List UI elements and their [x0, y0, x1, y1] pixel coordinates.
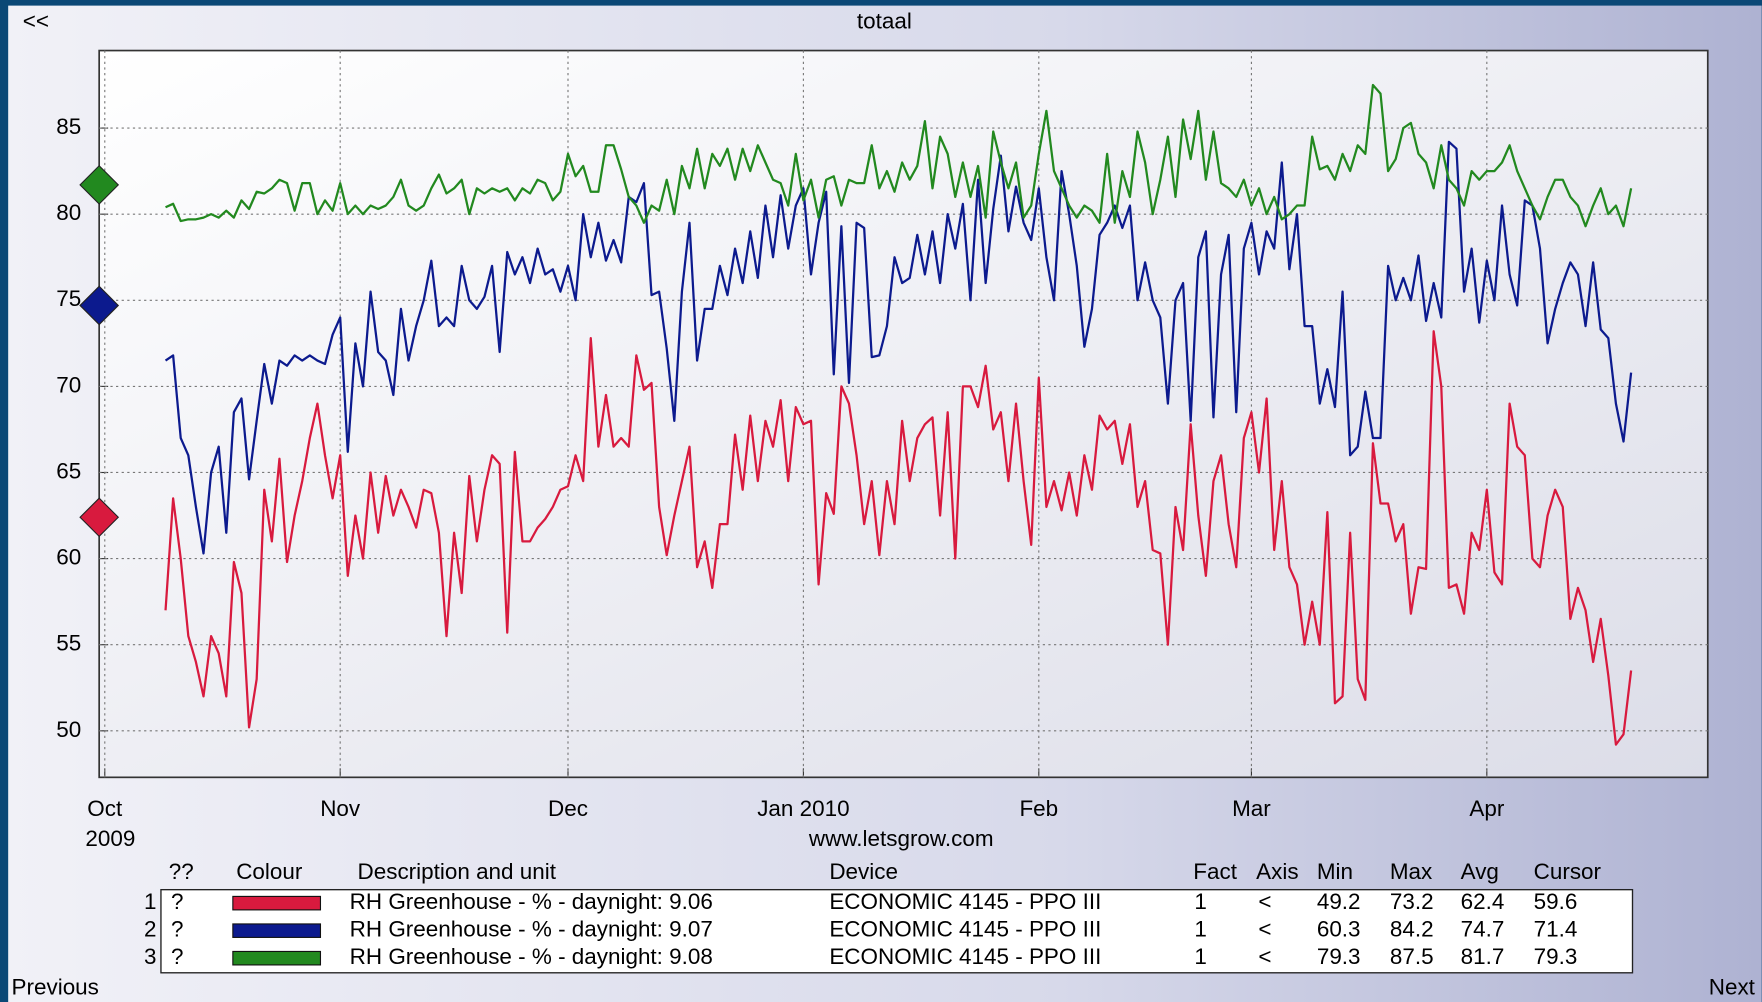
back-button[interactable]: << [23, 8, 49, 33]
fact: 1 [1194, 889, 1206, 914]
stat-min: 79.3 [1317, 944, 1361, 969]
stat-avg: 74.7 [1461, 917, 1505, 942]
legend-header: Colour [236, 859, 303, 884]
stat-min: 49.2 [1317, 889, 1361, 914]
colour-swatch [232, 895, 322, 911]
legend-box [160, 888, 1634, 974]
y-tick-label: 75 [56, 286, 81, 311]
x-tick-label: Feb [1019, 796, 1058, 821]
legend-header: Device [829, 859, 898, 884]
legend-header: ?? [169, 859, 194, 884]
series-line [165, 83, 1633, 228]
series-description: RH Greenhouse - % - daynight: 9.08 [350, 944, 713, 969]
x-tick-label: Oct [87, 796, 123, 821]
x-tick-label: Apr [1469, 796, 1504, 821]
x-tick-label: Dec [548, 796, 588, 821]
stat-cursor: 59.6 [1534, 889, 1578, 914]
y-tick-label: 55 [56, 631, 81, 656]
x-tick-label: Nov [320, 796, 361, 821]
x-tick-label: Mar [1232, 796, 1271, 821]
y-tick-label: 50 [56, 717, 81, 742]
stat-max: 87.5 [1390, 944, 1434, 969]
device: ECONOMIC 4145 - PPO III [829, 944, 1101, 969]
device: ECONOMIC 4145 - PPO III [829, 917, 1101, 942]
stat-avg: 81.7 [1461, 944, 1505, 969]
stat-cursor: 71.4 [1534, 917, 1578, 942]
device: ECONOMIC 4145 - PPO III [829, 889, 1101, 914]
row-index: 2 [144, 917, 157, 942]
axis: < [1258, 944, 1271, 969]
series-line [164, 140, 1633, 555]
previous-button[interactable]: Previous [12, 974, 99, 999]
row-index: 1 [144, 889, 157, 914]
x-year-label: 2009 [85, 826, 135, 851]
y-tick-label: 60 [56, 545, 81, 570]
colour-swatch [232, 923, 322, 938]
y-tick-label: 80 [56, 200, 81, 225]
next-button[interactable]: Next [1709, 974, 1756, 999]
stat-min: 60.3 [1317, 917, 1361, 942]
series-description: RH Greenhouse - % - daynight: 9.07 [350, 917, 713, 942]
legend-header: Axis [1256, 859, 1298, 884]
row-flag[interactable]: ? [171, 917, 184, 942]
footer-url: www.letsgrow.com [808, 826, 994, 851]
legend-header: Max [1390, 859, 1432, 884]
stat-max: 73.2 [1390, 889, 1434, 914]
avg-marker [79, 497, 120, 538]
fact: 1 [1194, 917, 1206, 942]
legend-header: Description and unit [358, 859, 557, 884]
stat-avg: 62.4 [1461, 889, 1505, 914]
avg-marker [79, 285, 120, 326]
x-tick-label: Jan 2010 [757, 796, 849, 821]
stat-cursor: 79.3 [1534, 944, 1578, 969]
legend-header: Avg [1461, 859, 1499, 884]
y-tick-label: 70 [56, 372, 81, 397]
colour-swatch [232, 950, 322, 966]
stat-max: 84.2 [1390, 917, 1434, 942]
legend-header: Cursor [1534, 859, 1602, 884]
y-tick-label: 65 [56, 458, 81, 483]
axis: < [1258, 889, 1271, 914]
plot-area [98, 49, 1709, 779]
series-description: RH Greenhouse - % - daynight: 9.06 [350, 889, 713, 914]
row-flag[interactable]: ? [171, 889, 184, 914]
series-line [164, 330, 1633, 746]
axis: < [1258, 917, 1271, 942]
row-flag[interactable]: ? [171, 944, 184, 969]
y-tick-label: 85 [56, 114, 81, 139]
legend-header: Min [1317, 859, 1353, 884]
legend-header: Fact [1193, 859, 1237, 884]
avg-marker [79, 164, 120, 205]
fact: 1 [1194, 944, 1206, 969]
chart-title: totaal [857, 8, 912, 33]
row-index: 3 [144, 944, 157, 969]
